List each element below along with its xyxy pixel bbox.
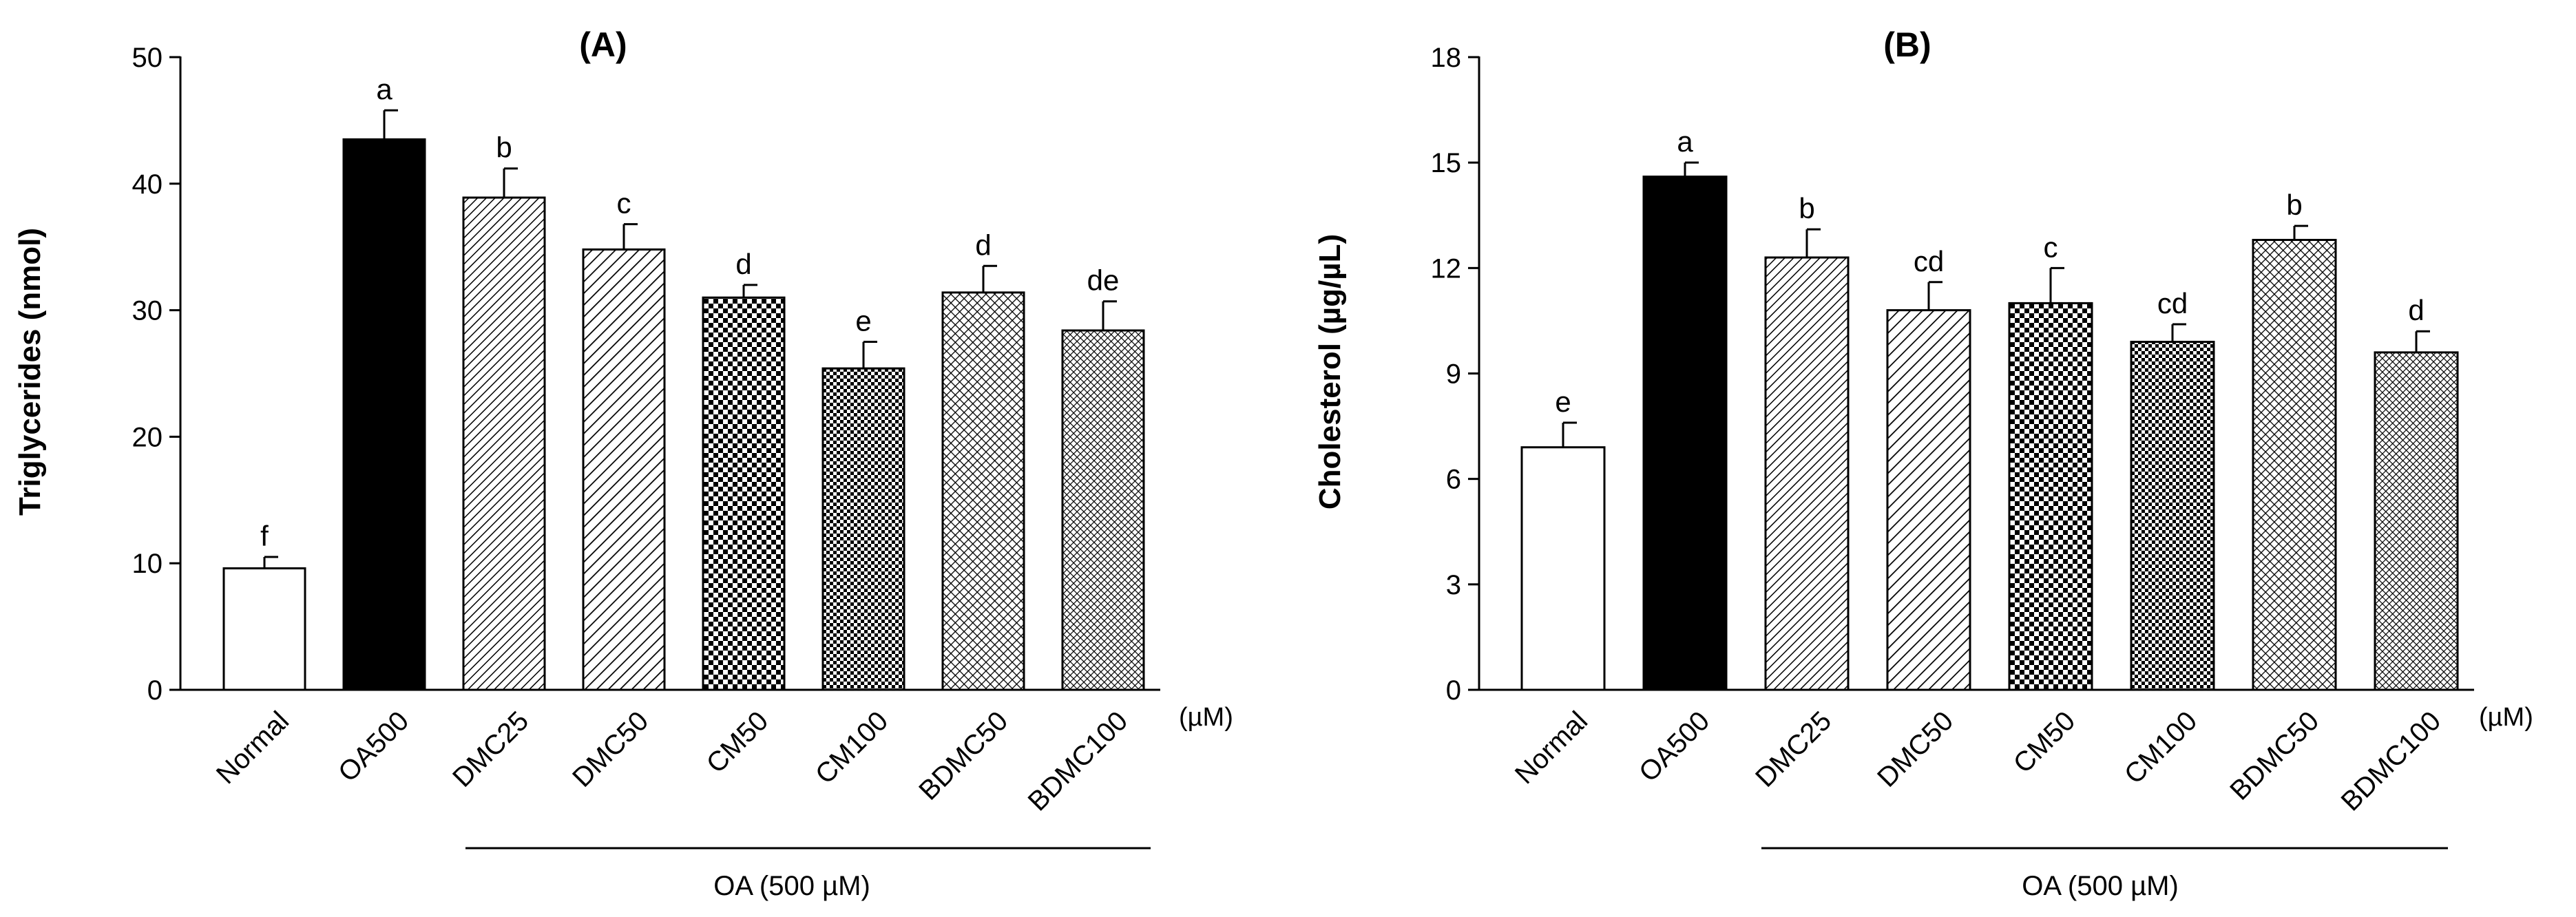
significance-label: c (617, 187, 631, 220)
y-tick-label: 50 (132, 43, 163, 73)
y-tick-label: 3 (1446, 570, 1461, 600)
significance-label: de (1087, 264, 1120, 297)
x-tick-label: BDMC100 (1023, 706, 1134, 817)
y-tick-label: 18 (1431, 43, 1462, 73)
x-tick-label: DMC25 (1750, 706, 1837, 793)
y-axis-label: Triglycerides (nmol) (13, 228, 47, 516)
significance-label: a (1677, 125, 1693, 158)
bar-bdmc50 (2252, 238, 2337, 691)
chart-panel-b: (B) Cholesterol (µg/µL) (µM) OA (500 µM)… (1313, 25, 2533, 901)
bar-bdmc50 (941, 291, 1025, 691)
chart-panel-a: (A) Triglycerides (nmol) (µM) OA (500 µM… (13, 25, 1233, 901)
x-tick-label: OA500 (333, 706, 415, 788)
significance-label: cd (1914, 245, 1944, 277)
x-tick-label: BDMC50 (913, 706, 1014, 806)
significance-label: d (975, 229, 991, 261)
x-tick-label: CM100 (810, 706, 894, 790)
bar-oa500 (342, 138, 426, 691)
significance-label: d (2408, 294, 2424, 326)
y-axis-label: Cholesterol (µg/µL) (1313, 234, 1347, 509)
bar-cm100 (2130, 341, 2215, 691)
chart-title: (A) (579, 25, 627, 64)
y-tick-label: 15 (1431, 148, 1462, 178)
y-tick-label: 20 (132, 422, 163, 452)
x-tick-label: CM50 (2008, 706, 2082, 779)
x-tick-label: Normal (211, 706, 295, 790)
plot-area: 0 10 20 30 40 50 f Normal a OA500 b DMC25 c DMC50 d CM5… (132, 43, 1160, 817)
unit-label: (µM) (2479, 703, 2533, 732)
bar-cm100 (821, 367, 905, 691)
y-tick-label: 0 (147, 675, 163, 706)
bar-cm50 (2008, 302, 2093, 691)
x-tick-label: BDMC50 (2224, 706, 2325, 806)
significance-label: c (2044, 231, 2058, 263)
significance-label: b (1799, 192, 1814, 224)
x-tick-label: OA500 (1633, 706, 1715, 788)
unit-label: (µM) (1179, 703, 1233, 732)
significance-label: d (735, 248, 751, 280)
bar-dmc25 (462, 196, 546, 691)
significance-label: f (260, 520, 269, 552)
x-tick-label: Normal (1509, 706, 1593, 790)
significance-label: e (855, 305, 871, 337)
bar-dmc25 (1764, 256, 1850, 691)
y-tick-label: 0 (1446, 675, 1461, 706)
bar-cm50 (702, 296, 786, 691)
plot-area: 0 3 6 9 12 15 18 e Normal a OA500 b DMC25 cd DMC50 c CM5… (1431, 43, 2474, 817)
significance-label: cd (2157, 287, 2188, 319)
chart-title: (B) (1883, 25, 1931, 64)
bar-oa500 (1642, 176, 1728, 691)
bar-bdmc100 (2374, 351, 2459, 691)
bar-normal (1520, 446, 1606, 691)
bar-dmc50 (1886, 309, 1971, 691)
x-tick-label: DMC50 (1872, 706, 1959, 793)
y-tick-label: 12 (1431, 253, 1462, 284)
y-tick-label: 30 (132, 296, 163, 326)
significance-label: a (376, 73, 392, 105)
bar-normal (222, 567, 306, 691)
x-tick-label: CM100 (2119, 706, 2203, 790)
bar-dmc50 (582, 248, 666, 691)
y-tick-label: 10 (132, 549, 163, 579)
group-label: OA (500 µM) (2022, 871, 2179, 901)
bar-bdmc100 (1061, 329, 1145, 691)
x-tick-label: CM50 (701, 706, 775, 779)
significance-label: b (496, 131, 512, 164)
significance-label: e (1555, 386, 1571, 418)
y-tick-label: 6 (1446, 465, 1461, 495)
y-tick-label: 9 (1446, 359, 1461, 390)
x-tick-label: DMC50 (567, 706, 654, 793)
x-tick-label: DMC25 (447, 706, 534, 793)
significance-label: b (2286, 189, 2302, 221)
group-label: OA (500 µM) (713, 871, 870, 901)
x-tick-label: BDMC100 (2336, 706, 2447, 817)
y-tick-label: 40 (132, 169, 163, 200)
